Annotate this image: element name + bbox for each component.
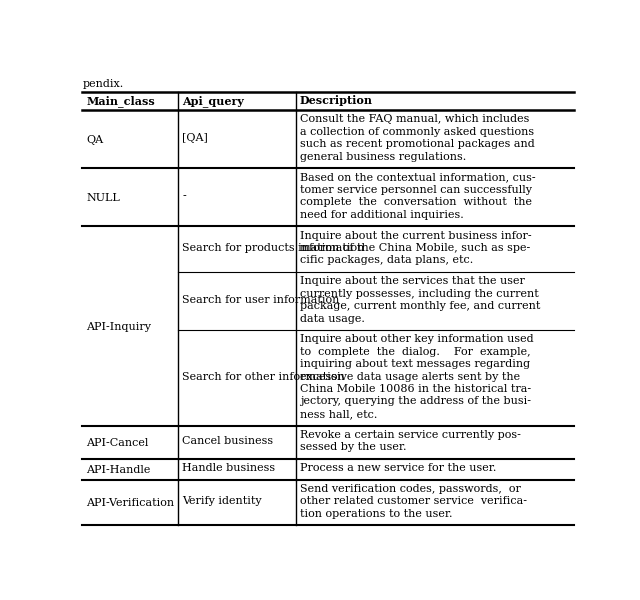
Text: general business regulations.: general business regulations. <box>300 152 466 162</box>
Text: to  complete  the  dialog.    For  example,: to complete the dialog. For example, <box>300 347 531 357</box>
Text: Verify identity: Verify identity <box>182 496 262 506</box>
Text: mation of the China Mobile, such as spe-: mation of the China Mobile, such as spe- <box>300 243 530 253</box>
Text: a collection of commonly asked questions: a collection of commonly asked questions <box>300 127 534 137</box>
Text: Consult the FAQ manual, which includes: Consult the FAQ manual, which includes <box>300 115 529 124</box>
Text: [QA]: [QA] <box>182 133 208 143</box>
Text: API-Cancel: API-Cancel <box>86 438 148 448</box>
Text: currently possesses, including the current: currently possesses, including the curre… <box>300 289 538 299</box>
Text: API-Handle: API-Handle <box>86 465 151 475</box>
Text: cific packages, data plans, etc.: cific packages, data plans, etc. <box>300 256 473 265</box>
Text: tion operations to the user.: tion operations to the user. <box>300 509 452 519</box>
Text: ness hall, etc.: ness hall, etc. <box>300 409 377 419</box>
Text: Revoke a certain service currently pos-: Revoke a certain service currently pos- <box>300 430 520 440</box>
Text: Api_query: Api_query <box>182 95 244 107</box>
Text: Process a new service for the user.: Process a new service for the user. <box>300 463 496 473</box>
Text: Inquire about the current business infor-: Inquire about the current business infor… <box>300 230 531 241</box>
Text: pendix.: pendix. <box>83 79 124 89</box>
Text: Search for products information: Search for products information <box>182 243 364 253</box>
Text: sessed by the user.: sessed by the user. <box>300 442 406 452</box>
Text: Search for user information: Search for user information <box>182 295 339 305</box>
Text: jectory, querying the address of the busi-: jectory, querying the address of the bus… <box>300 397 531 406</box>
Text: need for additional inquiries.: need for additional inquiries. <box>300 210 463 220</box>
Text: Inquire about other key information used: Inquire about other key information used <box>300 334 533 344</box>
Text: China Mobile 10086 in the historical tra-: China Mobile 10086 in the historical tra… <box>300 384 531 394</box>
Text: Description: Description <box>300 95 372 106</box>
Text: other related customer service  verifica-: other related customer service verifica- <box>300 496 527 506</box>
Text: -: - <box>182 191 186 201</box>
Text: API-Verification: API-Verification <box>86 498 175 508</box>
Text: Handle business: Handle business <box>182 463 275 473</box>
Text: Main_class: Main_class <box>86 95 155 107</box>
Text: NULL: NULL <box>86 193 120 203</box>
Text: Based on the contextual information, cus-: Based on the contextual information, cus… <box>300 173 535 182</box>
Text: tomer service personnel can successfully: tomer service personnel can successfully <box>300 185 532 195</box>
Text: inquiring about text messages regarding: inquiring about text messages regarding <box>300 359 530 369</box>
Text: complete  the  conversation  without  the: complete the conversation without the <box>300 197 532 208</box>
Text: Search for other information: Search for other information <box>182 371 345 382</box>
Text: QA: QA <box>86 135 104 145</box>
Text: data usage.: data usage. <box>300 314 365 323</box>
Text: excessive data usage alerts sent by the: excessive data usage alerts sent by the <box>300 371 520 382</box>
Text: API-Inquiry: API-Inquiry <box>86 322 151 332</box>
Text: such as recent promotional packages and: such as recent promotional packages and <box>300 139 534 149</box>
Text: package, current monthly fee, and current: package, current monthly fee, and curren… <box>300 301 540 311</box>
Text: Inquire about the services that the user: Inquire about the services that the user <box>300 277 525 286</box>
Text: Send verification codes, passwords,  or: Send verification codes, passwords, or <box>300 484 520 494</box>
Text: Cancel business: Cancel business <box>182 436 273 446</box>
